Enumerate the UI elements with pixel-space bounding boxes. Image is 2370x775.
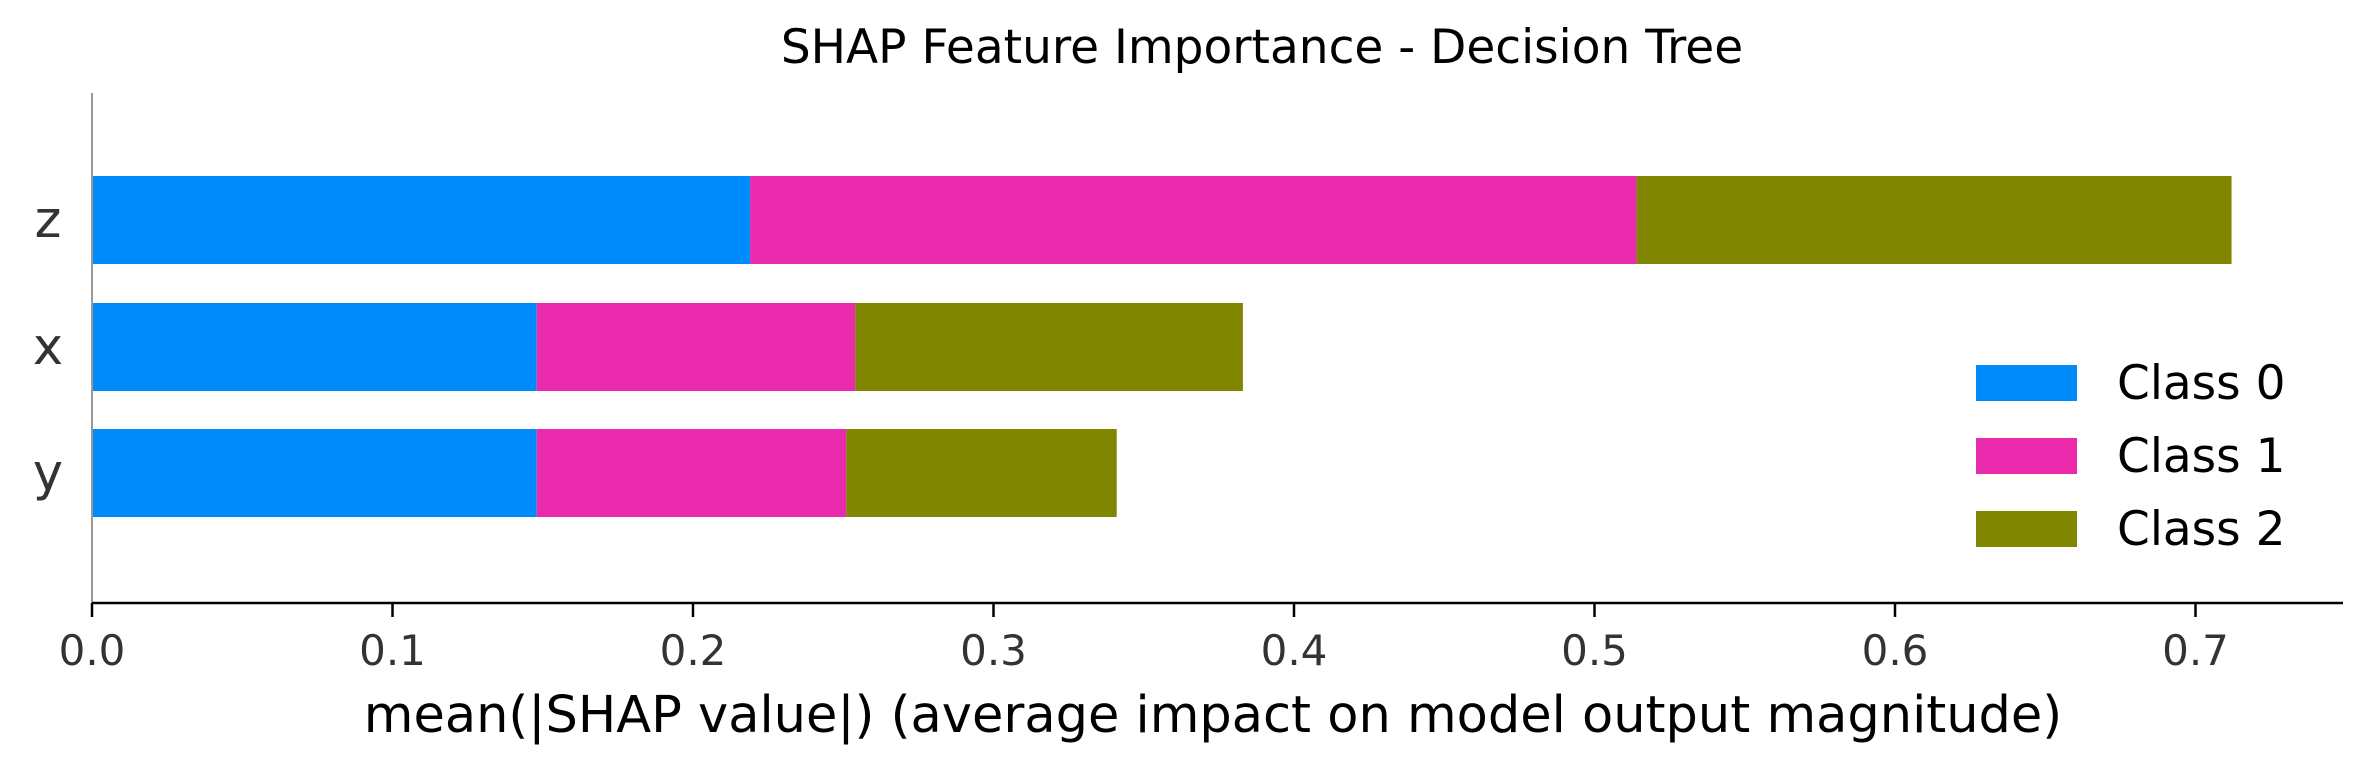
x-tick-label-4: 0.4 (1261, 626, 1328, 675)
x-axis-label: mean(|SHAP value|) (average impact on mo… (364, 686, 2062, 745)
y-tick-label-y: y (33, 444, 63, 503)
x-tick-label-0: 0.0 (59, 626, 126, 675)
x-tick-label-2: 0.2 (660, 626, 727, 675)
x-tick-label-7: 0.7 (2162, 626, 2229, 675)
bar-y-class-2 (846, 429, 1117, 517)
bar-z-class-1 (750, 176, 1637, 264)
bar-y-class-0 (92, 429, 537, 517)
bar-z-class-0 (92, 176, 751, 264)
bar-x-class-1 (536, 303, 856, 391)
y-tick-label-x: x (33, 318, 63, 377)
x-tick-label-3: 0.3 (960, 626, 1027, 675)
bar-z-class-2 (1636, 176, 2232, 264)
legend-swatch-class-0 (1976, 365, 2077, 401)
bar-y-class-1 (536, 429, 847, 517)
bars-layer (92, 176, 2232, 517)
bar-x-class-2 (855, 303, 1243, 391)
x-tick-label-6: 0.6 (1862, 626, 1929, 675)
x-tick-label-5: 0.5 (1561, 626, 1628, 675)
legend-label-class-0: Class 0 (2117, 356, 2286, 411)
x-ticks: 0.0 0.1 0.2 0.3 0.4 0.5 0.6 0.7 (59, 603, 2229, 675)
legend-swatch-class-2 (1976, 511, 2077, 547)
legend: Class 0 Class 1 Class 2 (1976, 356, 2286, 557)
bar-x-class-0 (92, 303, 537, 391)
legend-label-class-1: Class 1 (2117, 429, 2286, 484)
y-tick-label-z: z (35, 191, 62, 250)
legend-label-class-2: Class 2 (2117, 502, 2286, 557)
y-tick-labels: z x y (33, 191, 63, 503)
x-tick-label-1: 0.1 (359, 626, 426, 675)
chart-title: SHAP Feature Importance - Decision Tree (781, 20, 1743, 75)
legend-swatch-class-1 (1976, 438, 2077, 474)
